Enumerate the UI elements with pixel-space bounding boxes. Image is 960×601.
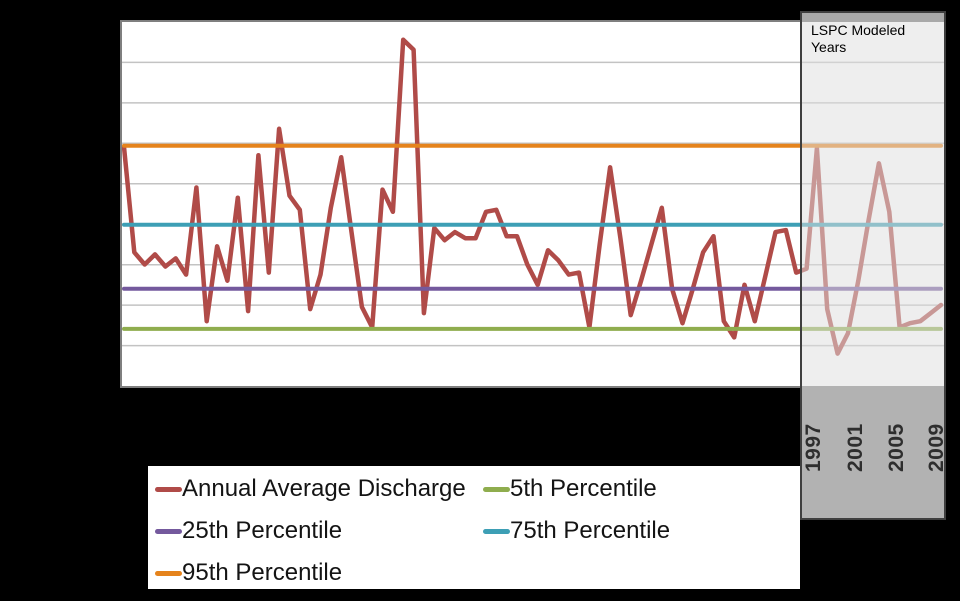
legend-label: 75th Percentile — [510, 517, 671, 544]
x-tick-2005: 2005 — [885, 423, 908, 472]
legend-swatch-25th-percentile — [155, 528, 182, 534]
x-tick-2001: 2001 — [844, 423, 867, 472]
legend-label: 95th Percentile — [182, 559, 343, 586]
legend-item-25th-percentile: 25th Percentile — [155, 516, 342, 546]
legend-item-annual-average-discharge: Annual Average Discharge — [155, 474, 466, 504]
legend-swatch-95th-percentile — [155, 570, 182, 576]
legend-item-75th-percentile: 75th Percentile — [483, 516, 670, 546]
x-tick-2009: 2009 — [925, 423, 948, 472]
legend-item-5th-percentile: 5th Percentile — [483, 474, 657, 504]
legend-label: 5th Percentile — [510, 475, 657, 502]
x-axis-label-band: 1997 2001 2005 2009 — [802, 386, 948, 518]
x-tick-1997: 1997 — [802, 423, 825, 472]
legend-item-95th-percentile: 95th Percentile — [155, 558, 342, 588]
panel-shaded-overlay — [802, 22, 944, 386]
legend-swatch-5th-percentile — [483, 486, 510, 492]
legend: Annual Average Discharge 5th Percentile … — [148, 466, 800, 589]
legend-label: 25th Percentile — [182, 517, 343, 544]
legend-swatch-75th-percentile — [483, 528, 510, 534]
legend-swatch-annual-average-discharge — [155, 486, 182, 492]
lspc-panel-label: LSPC Modeled Years — [811, 22, 906, 55]
legend-label: Annual Average Discharge — [182, 475, 466, 502]
lspc-modeled-years-panel: 1997 2001 2005 2009 LSPC Modeled Years — [800, 11, 948, 520]
panel-top-strip — [802, 13, 944, 22]
